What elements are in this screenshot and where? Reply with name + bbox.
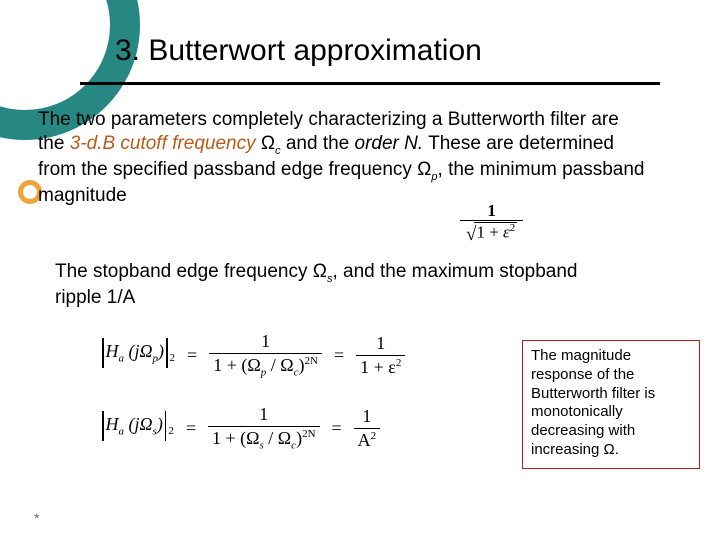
eq2-rhs-frac-2: 1 A2 — [354, 407, 381, 450]
slide-title: 3. Butterwort approximation — [115, 34, 482, 68]
eq2-rhs1-num: 1 — [208, 405, 320, 426]
frac-den-eps: ε — [503, 223, 510, 242]
paragraph-2: The stopband edge frequency Ωs, and the … — [55, 260, 615, 310]
eq1-rhs1-den-exp: 2N — [305, 355, 318, 367]
callout-box: The magnitude response of the Butterwort… — [522, 340, 700, 469]
eq1-rhs1-den-a: 1 + (Ω — [213, 355, 261, 375]
eq1-rhs2-den-a: 1 + ε — [360, 357, 396, 377]
eq1-outer-exp: 2 — [170, 352, 176, 364]
equation-1: Ha (jΩp) 2 = 1 1 + (Ωp / Ωc)2N = 1 1 + ε… — [100, 332, 490, 379]
abs-bars-icon: Ha (jΩp) — [100, 338, 170, 368]
eq2-argsub: s — [153, 426, 157, 438]
frac-num: 1 — [487, 201, 496, 220]
eq2-a: a — [119, 426, 125, 438]
eq2-H: H — [106, 414, 119, 434]
eq1-a: a — [119, 353, 125, 365]
p1-text-2: Ω — [256, 133, 275, 154]
eq2-rhs2-num: 1 — [354, 407, 381, 428]
p1-emph-2: order N. — [355, 133, 424, 154]
eq2-rhs1-den-mid: / Ω — [264, 428, 291, 448]
sqrt-icon: 1 + ε2 — [466, 222, 517, 242]
equation-block: Ha (jΩp) 2 = 1 1 + (Ωp / Ωc)2N = 1 1 + ε… — [100, 332, 490, 478]
eq1-argsub: p — [153, 353, 159, 365]
frac-den-prefix: 1 + — [476, 223, 503, 242]
eq1-rhs2-den-exp: 2 — [396, 357, 402, 369]
eq1-rhs1-den-mid: / Ω — [266, 355, 293, 375]
paragraph-1: The two parameters completely characteri… — [38, 108, 648, 208]
p1-text-3: and the — [281, 133, 355, 154]
eq2-rhs2-den-exp: 2 — [371, 430, 377, 442]
eq2-rhs1-den-a: 1 + (Ω — [212, 428, 260, 448]
eq1-H: H — [106, 341, 119, 361]
p2-text-1: The stopband edge frequency Ω — [55, 261, 327, 282]
title-underline — [80, 82, 660, 85]
frac-den-exp: 2 — [510, 222, 516, 234]
eq1-rhs-frac-2: 1 1 + ε2 — [356, 334, 405, 377]
eq2-outer-exp: 2 — [168, 425, 174, 437]
abs-bars-icon: Ha (jΩs) — [100, 411, 168, 441]
inline-fraction-1-over-sqrt: 1 1 + ε2 — [460, 202, 523, 242]
equation-2: Ha (jΩs) 2 = 1 1 + (Ωs / Ωc)2N = 1 A2 — [100, 405, 490, 452]
eq1-rhs-frac-1: 1 1 + (Ωp / Ωc)2N — [209, 332, 322, 379]
eq2-rhs-frac-1: 1 1 + (Ωs / Ωc)2N — [208, 405, 320, 452]
eq2-rhs2-den-a: A — [358, 430, 371, 450]
p1-emph-1: 3-d.B cutoff frequency — [70, 133, 256, 154]
eq2-rhs1-den-exp: 2N — [302, 428, 315, 440]
eq2-arg: jΩ — [135, 414, 153, 434]
eq1-rhs2-num: 1 — [356, 334, 405, 355]
footnote-asterisk: * — [34, 510, 39, 526]
eq1-rhs1-num: 1 — [209, 332, 322, 353]
eq1-arg: jΩ — [135, 341, 153, 361]
